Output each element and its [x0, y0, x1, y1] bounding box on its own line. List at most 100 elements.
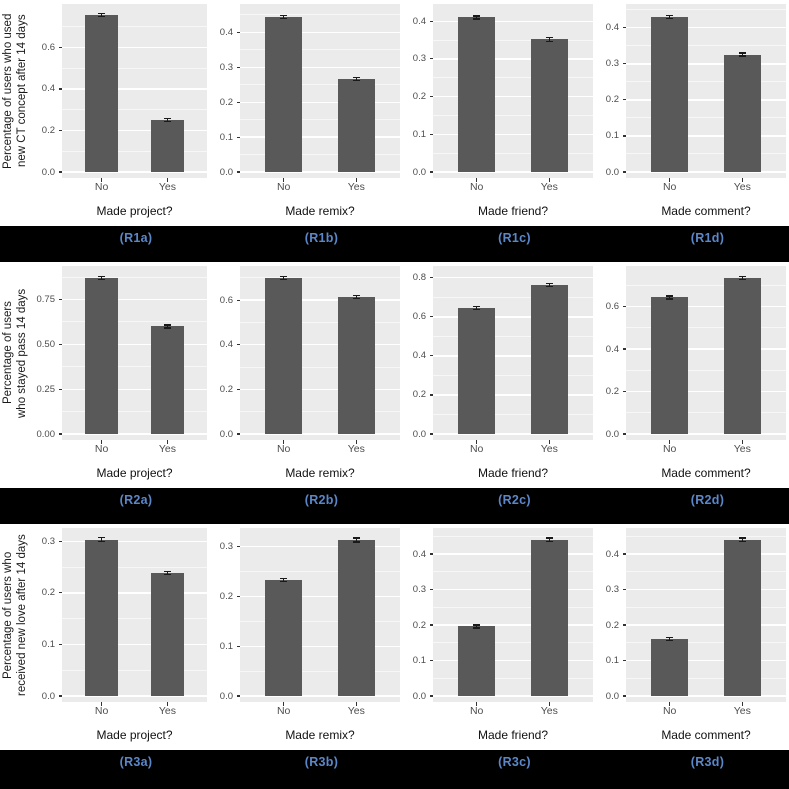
chart-R3c: 0.0 0.1 0.2 0.3 0.4 No Yes Made friend?: [403, 528, 596, 750]
error-bar-cap: [98, 13, 106, 15]
y-axis: 0.0 0.1 0.2 0.3: [210, 528, 240, 702]
caption-label-R3b: (R3b): [304, 755, 339, 769]
y-tick-mark: [237, 299, 240, 301]
gridline-minor: [626, 412, 786, 414]
y-tick-mark: [59, 298, 62, 301]
gridline-major: [626, 27, 786, 29]
y-tick-label: 0.50: [36, 338, 56, 350]
y-tick-label: 0.0: [219, 166, 233, 178]
panel-wrap: No Yes Made comment?: [623, 266, 786, 492]
x-category-label: Yes: [540, 181, 558, 193]
x-tick-mark: [283, 440, 285, 444]
gridline-minor: [433, 642, 593, 644]
y-tick-label: 0.4: [605, 22, 619, 34]
panel-wrap: No Yes Made remix?: [237, 266, 400, 492]
panel-wrap: No Yes Made remix?: [237, 528, 400, 754]
bar-no: [651, 17, 689, 172]
gridline-major: [62, 171, 207, 173]
error-bar-cap: [738, 537, 746, 539]
x-tick-mark: [669, 702, 671, 706]
y-tick-label: 0.6: [605, 301, 619, 313]
y-tick-mark: [237, 171, 240, 173]
gridline-major: [240, 136, 400, 138]
x-axis-title: Made friend?: [477, 204, 549, 218]
plot-panel: [623, 528, 786, 706]
caption-label-R1a: (R1a): [119, 231, 153, 245]
caption-label-R1d: (R1d): [690, 231, 725, 245]
y-tick-mark: [623, 390, 626, 393]
gridline-minor: [433, 374, 593, 376]
gridline-minor: [626, 284, 786, 286]
y-tick-mark: [623, 695, 626, 697]
y-tick-mark: [430, 95, 433, 98]
bar-yes: [150, 120, 185, 172]
gridline-major: [240, 433, 400, 435]
y-tick-mark: [59, 88, 62, 90]
error-bar: [100, 537, 103, 542]
error-bar-cap: [352, 76, 360, 78]
bar-no: [265, 16, 303, 172]
x-axis-title: Made comment?: [661, 466, 751, 480]
x-tick-mark: [355, 178, 357, 182]
error-bar: [548, 37, 551, 42]
gridline-minor: [433, 39, 593, 41]
y-tick-label: 0.2: [412, 389, 426, 401]
error-bar: [355, 295, 358, 299]
y-tick-label: 0.3: [412, 584, 426, 595]
error-bar-cap: [666, 298, 674, 300]
x-axis-title: Made comment?: [661, 728, 751, 742]
plot-panel: [623, 266, 786, 444]
caption-label-R3c: (R3c): [498, 755, 531, 769]
x-tick-mark: [741, 178, 743, 182]
gridline-minor: [62, 618, 207, 620]
x-tick-mark: [355, 440, 357, 444]
error-bar: [741, 276, 744, 280]
chart-R1d: 0.0 0.1 0.2 0.3 0.4 No Yes Made comment?: [596, 4, 789, 226]
y-axis: 0.0 0.1 0.2 0.3 0.4: [403, 528, 433, 702]
y-axis-title: Percentage of users who received new lov…: [2, 534, 28, 696]
gridline-minor: [433, 335, 593, 337]
x-category-label: No: [94, 181, 109, 193]
caption-label-R1b: (R1b): [304, 231, 339, 245]
x-category-labels: No Yes: [433, 178, 593, 196]
gridline-major: [240, 171, 400, 173]
y-tick-mark: [237, 695, 240, 697]
gridline-major: [433, 624, 593, 626]
x-category-labels: No Yes: [62, 702, 207, 720]
error-bar: [166, 571, 169, 575]
x-category-labels: No Yes: [433, 440, 593, 458]
gridline-minor: [240, 670, 400, 672]
y-tick-label: 0.1: [412, 655, 426, 666]
y-tick-mark: [623, 171, 626, 173]
gridline-minor: [62, 411, 207, 413]
y-tick-mark: [237, 136, 240, 138]
gridline-minor: [626, 45, 786, 47]
y-tick-mark: [237, 595, 240, 597]
y-tick-mark: [59, 643, 62, 645]
y-axis: 0.0 0.1 0.2 0.3 0.4: [210, 4, 240, 178]
error-bar-cap: [352, 541, 360, 543]
gridline-major: [62, 592, 207, 594]
error-bar-cap: [352, 537, 360, 539]
error-bar-cap: [98, 541, 106, 543]
y-tick-mark: [430, 355, 433, 357]
y-tick-mark: [623, 27, 626, 29]
gridline-major: [240, 595, 400, 597]
x-tick-mark: [476, 702, 478, 706]
x-tick-mark: [476, 440, 478, 444]
x-category-label: No: [662, 443, 677, 455]
gridline-major: [62, 343, 207, 346]
x-axis-title: Made project?: [96, 466, 173, 480]
chart-R1a: Percentage of users who used new CT conc…: [0, 4, 210, 226]
gridline-major: [62, 46, 207, 49]
x-category-labels: No Yes: [626, 702, 786, 720]
x-tick-mark: [100, 440, 103, 444]
error-bar-cap: [163, 324, 171, 326]
plot-panel: [59, 528, 207, 706]
gridline-minor: [240, 49, 400, 51]
y-tick-label: 0.1: [219, 640, 233, 652]
gridline-major: [240, 101, 400, 103]
error-bar-cap: [163, 571, 171, 573]
gridline-minor: [433, 677, 593, 679]
y-tick-mark: [623, 659, 626, 662]
